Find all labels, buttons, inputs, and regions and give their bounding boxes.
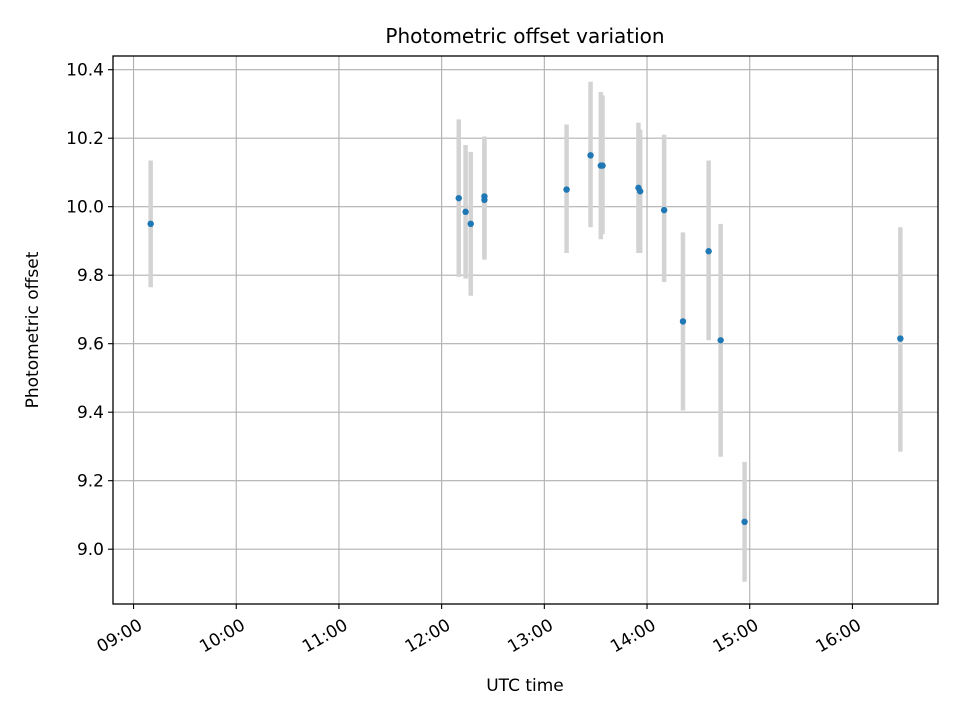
data-point	[897, 335, 904, 342]
data-point	[147, 220, 154, 228]
data-point	[679, 318, 687, 325]
plot-frame	[112, 55, 939, 605]
grid-lines	[113, 56, 938, 604]
data-point	[599, 162, 606, 169]
data-point	[563, 186, 570, 193]
y-tick-label: 9.4	[77, 403, 104, 423]
data-points	[147, 152, 904, 525]
data-point	[660, 206, 668, 214]
data-point	[462, 208, 469, 216]
data-point	[455, 194, 462, 202]
data-point	[705, 248, 712, 255]
x-axis-label: UTC time	[486, 676, 564, 696]
data-point	[741, 518, 748, 525]
data-point	[636, 188, 644, 195]
y-axis-ticks: 9.0 9.2 9.4 9.6 9.8 10.0 10.2 10.4	[66, 61, 113, 560]
y-tick-label: 9.2	[77, 472, 104, 492]
y-tick-label: 10.0	[66, 198, 104, 218]
y-tick-label: 9.6	[77, 335, 104, 355]
y-tick-label: 9.8	[77, 266, 104, 286]
data-point	[481, 196, 488, 204]
chart-title: Photometric offset variation	[385, 24, 664, 48]
y-axis-label: Photometric offset	[23, 251, 43, 408]
data-point	[467, 220, 474, 228]
y-tick-label: 9.0	[77, 540, 104, 560]
data-point	[587, 152, 594, 159]
y-tick-label: 10.2	[66, 129, 104, 149]
data-point	[717, 337, 724, 344]
y-tick-label: 10.4	[66, 61, 104, 81]
